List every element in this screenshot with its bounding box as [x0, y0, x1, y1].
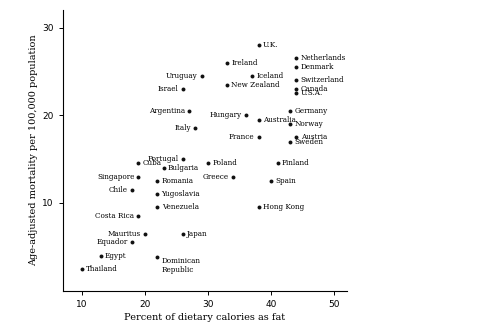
- Text: Cuba: Cuba: [143, 159, 161, 167]
- Text: Finland: Finland: [281, 159, 309, 167]
- Text: Sweden: Sweden: [295, 138, 323, 146]
- Text: Switzerland: Switzerland: [301, 76, 344, 84]
- Text: U.S.A.: U.S.A.: [301, 89, 323, 97]
- Text: Argentina: Argentina: [149, 107, 185, 115]
- Point: [293, 135, 300, 140]
- Text: Thailand: Thailand: [86, 265, 118, 273]
- Text: Romania: Romania: [161, 177, 194, 185]
- Text: Venezuela: Venezuela: [161, 203, 199, 211]
- Text: Hungary: Hungary: [210, 111, 242, 119]
- Point: [293, 91, 300, 96]
- Text: New Zealand: New Zealand: [231, 80, 280, 89]
- Point: [223, 82, 231, 87]
- Point: [274, 161, 281, 166]
- Text: Chile: Chile: [109, 186, 128, 194]
- Point: [254, 42, 262, 48]
- Point: [128, 187, 136, 192]
- Point: [248, 73, 256, 78]
- Point: [286, 139, 294, 144]
- Text: Dominican
Republic: Dominican Republic: [161, 257, 201, 274]
- Text: Japan: Japan: [187, 229, 208, 237]
- Point: [254, 135, 262, 140]
- Text: Uruguay: Uruguay: [166, 72, 198, 80]
- Text: Bulgaria: Bulgaria: [168, 164, 199, 172]
- Point: [293, 55, 300, 61]
- Text: Iceland: Iceland: [256, 72, 284, 80]
- Text: Spain: Spain: [275, 177, 296, 185]
- Point: [286, 108, 294, 114]
- Point: [141, 231, 148, 236]
- Text: Portugal: Portugal: [147, 155, 178, 163]
- Text: U.K.: U.K.: [263, 41, 278, 49]
- Point: [268, 178, 275, 184]
- Point: [293, 86, 300, 92]
- Text: Poland: Poland: [212, 159, 237, 167]
- Point: [134, 213, 142, 219]
- Point: [134, 161, 142, 166]
- Point: [185, 108, 193, 114]
- Point: [293, 64, 300, 70]
- Text: Singapore: Singapore: [97, 173, 134, 181]
- Text: France: France: [229, 133, 254, 141]
- Text: Austria: Austria: [301, 133, 327, 141]
- Text: Yugoslavia: Yugoslavia: [161, 190, 200, 198]
- Point: [223, 60, 231, 65]
- Point: [229, 174, 237, 179]
- Text: Hong Kong: Hong Kong: [263, 203, 304, 211]
- Point: [154, 178, 161, 184]
- Point: [97, 253, 105, 258]
- Text: Italy: Italy: [174, 124, 191, 132]
- Point: [254, 117, 262, 122]
- Point: [191, 126, 199, 131]
- Text: Australia: Australia: [263, 116, 295, 124]
- Text: Netherlands: Netherlands: [301, 54, 346, 62]
- Text: Equador: Equador: [97, 238, 128, 246]
- Text: Canada: Canada: [301, 85, 328, 93]
- Text: Israel: Israel: [158, 85, 178, 93]
- Point: [179, 156, 187, 162]
- Text: Ireland: Ireland: [231, 59, 258, 66]
- Point: [134, 174, 142, 179]
- Point: [179, 86, 187, 92]
- Point: [78, 266, 85, 271]
- Point: [154, 191, 161, 197]
- Point: [242, 113, 250, 118]
- Point: [128, 240, 136, 245]
- Point: [198, 73, 205, 78]
- Text: Greece: Greece: [203, 173, 229, 181]
- Point: [204, 161, 212, 166]
- Text: Germany: Germany: [295, 107, 328, 115]
- X-axis label: Percent of dietary calories as fat: Percent of dietary calories as fat: [124, 313, 285, 322]
- Text: Norway: Norway: [295, 120, 323, 128]
- Y-axis label: Age-adjusted mortality per 100,000 population: Age-adjusted mortality per 100,000 popul…: [29, 34, 38, 266]
- Point: [293, 77, 300, 83]
- Text: Costa Rica: Costa Rica: [95, 212, 134, 220]
- Text: Denmark: Denmark: [301, 63, 334, 71]
- Point: [154, 205, 161, 210]
- Point: [254, 205, 262, 210]
- Text: Egypt: Egypt: [105, 252, 126, 260]
- Point: [160, 165, 168, 170]
- Point: [179, 231, 187, 236]
- Point: [154, 255, 161, 260]
- Point: [286, 121, 294, 127]
- Text: Mauritus: Mauritus: [107, 229, 141, 237]
